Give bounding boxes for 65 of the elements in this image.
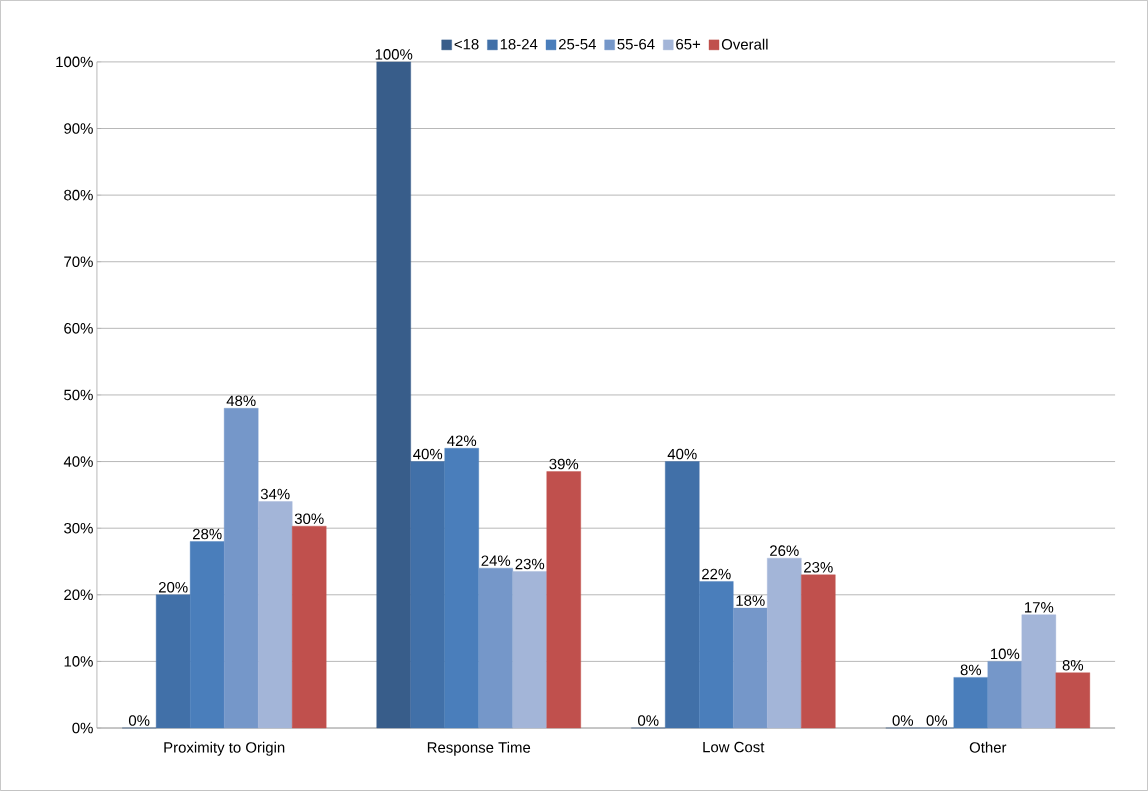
bar	[444, 448, 479, 729]
data-label: 26%	[770, 545, 799, 556]
y-tick-label: 30%	[64, 522, 93, 534]
y-tick-label: 60%	[64, 323, 93, 334]
data-label: 30%	[294, 513, 324, 524]
data-label: 0%	[638, 715, 659, 726]
data-label: 8%	[960, 664, 982, 676]
bar	[155, 594, 191, 729]
bar	[410, 461, 445, 729]
data-label: 23%	[804, 562, 833, 573]
data-label: 42%	[447, 435, 477, 447]
y-tick-label: 80%	[64, 189, 93, 201]
data-label: 48%	[226, 395, 256, 407]
x-tick-label: Other	[969, 741, 1007, 753]
data-label: 0%	[892, 715, 914, 726]
y-tick-label: 10%	[64, 656, 93, 667]
data-label: 39%	[549, 458, 579, 470]
data-label: 0%	[128, 715, 150, 726]
x-tick-label: Low Cost	[703, 741, 765, 753]
y-tick-label: 40%	[63, 456, 93, 467]
legend-label: Overall	[721, 38, 768, 50]
y-tick-label: 100%	[56, 56, 93, 68]
y-tick-label: 20%	[64, 589, 93, 601]
legend-label: 65+	[676, 38, 701, 50]
bar	[987, 661, 1023, 729]
data-label: 40%	[667, 448, 697, 460]
bar	[512, 571, 547, 729]
data-label: 40%	[413, 448, 443, 460]
bar	[665, 461, 700, 729]
data-label: 18%	[736, 595, 765, 606]
bar	[699, 581, 734, 729]
bar	[767, 557, 802, 729]
data-label: 8%	[1062, 659, 1084, 671]
legend-label: 18-24	[500, 38, 538, 50]
data-label: 22%	[702, 568, 731, 580]
data-label: 20%	[158, 582, 188, 593]
y-tick-label: 90%	[64, 123, 93, 134]
y-tick-label: 50%	[64, 389, 93, 401]
x-tick-label: Response Time	[427, 741, 531, 756]
data-label: 28%	[192, 528, 222, 540]
bar	[376, 61, 411, 729]
data-label: 100%	[375, 49, 413, 60]
bar	[953, 677, 989, 729]
data-label: 10%	[991, 648, 1020, 660]
bar	[189, 541, 225, 729]
bar	[258, 501, 293, 729]
bar	[478, 567, 513, 729]
data-label: 23%	[515, 558, 545, 570]
x-tick-label: Proximity to Origin	[164, 741, 285, 756]
bar	[1055, 672, 1091, 729]
data-label: 34%	[260, 488, 290, 500]
legend-label: 25-54	[558, 38, 597, 50]
y-tick-label: 0%	[72, 722, 93, 734]
bar	[546, 471, 581, 729]
data-label: 24%	[481, 555, 511, 566]
legend-label: <18	[454, 38, 479, 50]
bar	[224, 408, 259, 729]
y-tick-label: 70%	[64, 256, 93, 268]
bar	[1021, 614, 1057, 729]
legend-label: 55-64	[617, 38, 655, 50]
data-label: 17%	[1025, 602, 1054, 613]
bar	[733, 607, 768, 729]
bar	[292, 526, 327, 729]
data-label: 0%	[926, 715, 948, 726]
bar	[801, 574, 836, 729]
